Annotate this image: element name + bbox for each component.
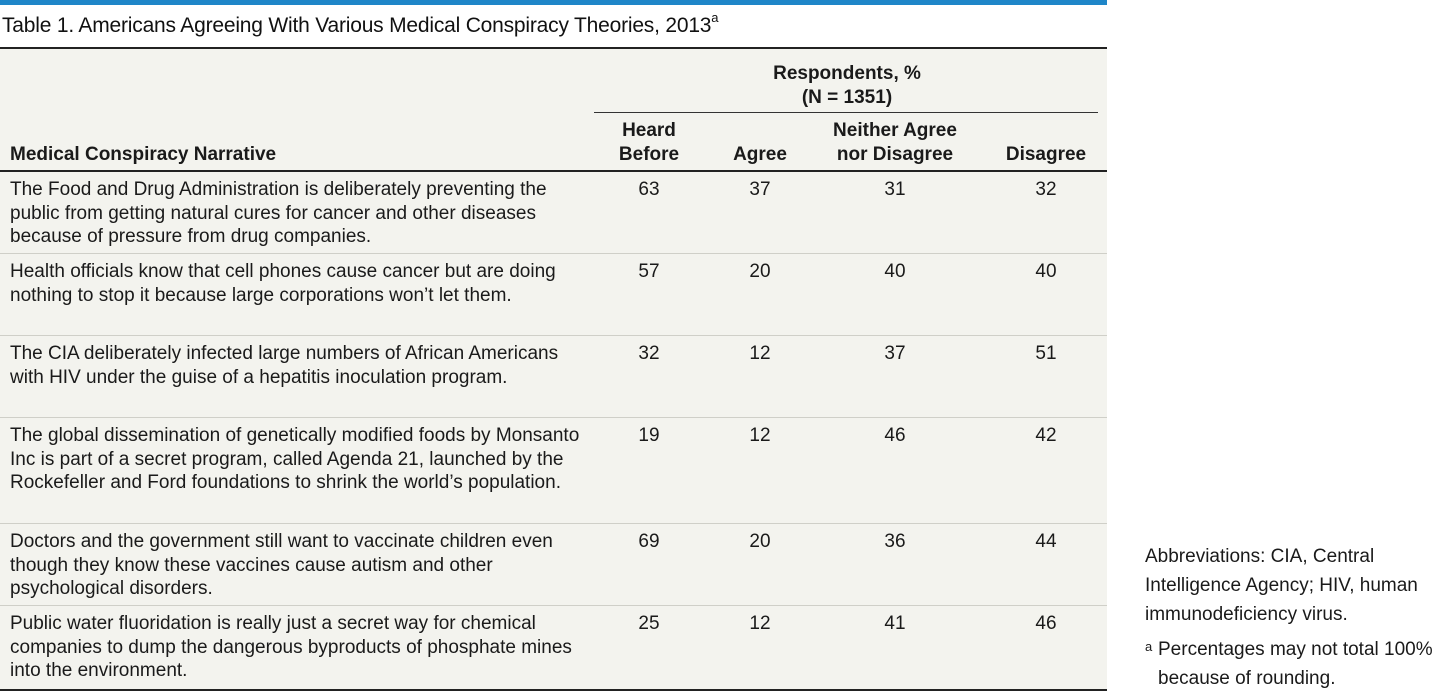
row-neither: 41	[884, 613, 906, 634]
respondents-rule	[594, 112, 1098, 113]
row-neither: 40	[884, 261, 906, 282]
row-heard-before: 57	[638, 261, 660, 282]
row-agree: 12	[749, 343, 771, 364]
row-heard-before: 25	[638, 613, 660, 634]
table-title: Table 1. Americans Agreeing With Various…	[2, 10, 719, 40]
table-notes: Abbreviations: CIA, Central Intelligence…	[1145, 542, 1456, 693]
row-heard-before: 32	[638, 343, 660, 364]
table-row: The global dissemination of genetically …	[0, 418, 1107, 524]
footnote-a: a Percentages may not total 100% because …	[1145, 635, 1456, 693]
respondents-n: (N = 1351)	[801, 87, 893, 108]
row-narrative: The Food and Drug Administration is deli…	[10, 179, 547, 248]
row-disagree: 44	[1035, 531, 1057, 552]
header-heard-before: Heard Before	[601, 119, 697, 167]
header-neither-line2: nor Disagree	[836, 144, 954, 165]
row-narrative: Doctors and the government still want to…	[10, 531, 553, 600]
row-heard-before: 19	[638, 425, 660, 446]
row-neither: 37	[884, 343, 906, 364]
table-row: Health officials know that cell phones c…	[0, 254, 1107, 336]
title-footnote-mark: a	[711, 10, 719, 25]
row-heard-before: 63	[638, 179, 660, 200]
respondents-label: Respondents, %	[773, 63, 921, 84]
row-disagree: 42	[1035, 425, 1057, 446]
header-heard-line1: Heard	[622, 120, 676, 141]
row-narrative: Public water fluoridation is really just…	[10, 613, 572, 682]
table-row: Doctors and the government still want to…	[0, 524, 1107, 606]
header-disagree: Disagree	[1005, 144, 1087, 165]
row-narrative: The global dissemination of genetically …	[10, 425, 580, 494]
table-row: The Food and Drug Administration is deli…	[0, 172, 1107, 254]
row-agree: 20	[749, 531, 771, 552]
row-heard-before: 69	[638, 531, 660, 552]
row-agree: 20	[749, 261, 771, 282]
footnote-a-text: Percentages may not total 100% because o…	[1158, 639, 1433, 689]
row-neither: 31	[884, 179, 906, 200]
header-agree: Agree	[733, 144, 787, 165]
table-header: Respondents, % (N = 1351) Medical Conspi…	[0, 49, 1107, 172]
table-row: Public water fluoridation is really just…	[0, 606, 1107, 687]
row-disagree: 46	[1035, 613, 1057, 634]
accent-bar	[0, 0, 1107, 5]
abbreviations-note: Abbreviations: CIA, Central Intelligence…	[1145, 546, 1418, 625]
table-title-text: Table 1. Americans Agreeing With Various…	[2, 14, 712, 37]
row-disagree: 32	[1035, 179, 1057, 200]
header-neither-line1: Neither Agree	[833, 120, 957, 141]
respondents-header: Respondents, % (N = 1351)	[594, 62, 1100, 110]
row-agree: 37	[749, 179, 771, 200]
row-narrative: The CIA deliberately infected large numb…	[10, 343, 559, 388]
row-agree: 12	[749, 613, 771, 634]
table-row: The CIA deliberately infected large numb…	[0, 336, 1107, 418]
header-neither: Neither Agree nor Disagree	[810, 119, 980, 167]
header-heard-line2: Before	[618, 144, 680, 165]
footnote-a-mark: a	[1145, 639, 1153, 654]
header-narrative: Medical Conspiracy Narrative	[10, 144, 277, 165]
row-disagree: 51	[1035, 343, 1057, 364]
row-neither: 46	[884, 425, 906, 446]
row-agree: 12	[749, 425, 771, 446]
data-table: Respondents, % (N = 1351) Medical Conspi…	[0, 47, 1107, 691]
row-narrative: Health officials know that cell phones c…	[10, 261, 556, 306]
row-disagree: 40	[1035, 261, 1057, 282]
row-neither: 36	[884, 531, 906, 552]
